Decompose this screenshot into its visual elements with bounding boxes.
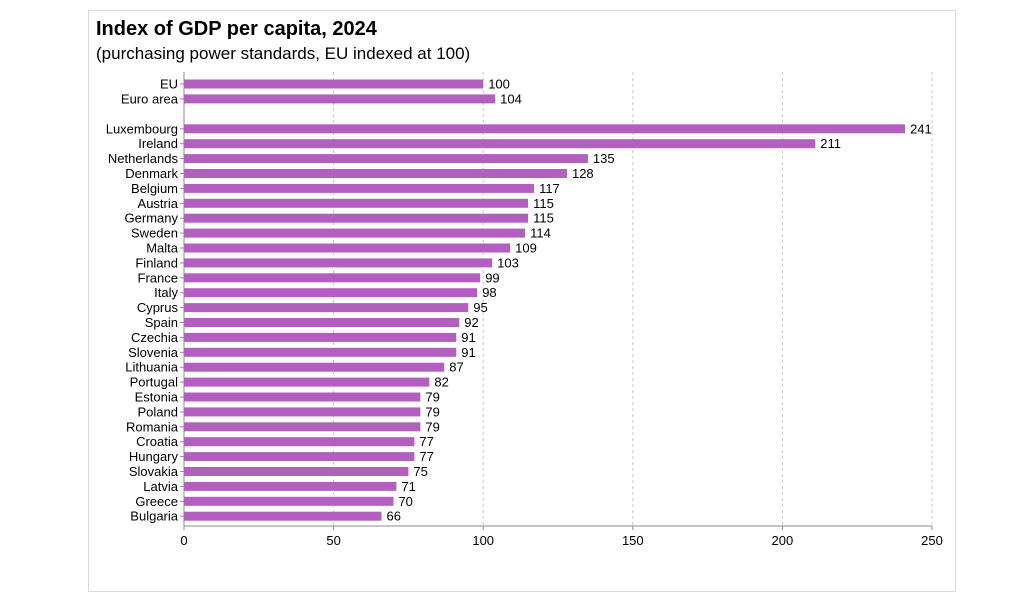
x-tick-label: 50 xyxy=(326,533,340,548)
chart-frame xyxy=(88,10,956,592)
chart-subtitle: (purchasing power standards, EU indexed … xyxy=(96,44,471,63)
bar xyxy=(184,243,511,253)
category-label: Croatia xyxy=(136,434,179,449)
data-label: 109 xyxy=(515,241,537,256)
category-label: Cyprus xyxy=(137,300,179,315)
category-label: Hungary xyxy=(129,449,179,464)
bar xyxy=(184,362,445,372)
category-label: Latvia xyxy=(143,479,178,494)
bar xyxy=(184,124,906,134)
category-label: Poland xyxy=(138,404,178,419)
bar xyxy=(184,407,421,417)
bar xyxy=(184,347,457,357)
data-label: 92 xyxy=(464,315,478,330)
x-tick-label: 0 xyxy=(180,533,187,548)
bar-chart: 0 50 100 150 200 250 EU 100 Euro area 104 Luxembou… xyxy=(106,72,943,548)
data-label: 128 xyxy=(572,166,594,181)
category-label: Netherlands xyxy=(108,151,179,166)
category-label: Ireland xyxy=(138,136,178,151)
bar xyxy=(184,288,478,298)
data-label: 211 xyxy=(820,136,841,151)
category-label: Spain xyxy=(145,315,178,330)
chart-title: Index of GDP per capita, 2024 xyxy=(96,18,377,40)
bar xyxy=(184,377,430,387)
data-label: 79 xyxy=(425,390,439,405)
data-label: 98 xyxy=(482,285,496,300)
data-label: 75 xyxy=(413,464,427,479)
data-label: 79 xyxy=(425,419,439,434)
bar xyxy=(184,392,421,402)
bar xyxy=(184,154,588,164)
data-label: 135 xyxy=(593,151,615,166)
category-label: Estonia xyxy=(135,390,179,405)
bar xyxy=(184,318,460,327)
category-label: Slovakia xyxy=(129,464,179,479)
category-label: Austria xyxy=(138,196,179,211)
x-tick-label: 250 xyxy=(921,533,943,548)
data-label: 87 xyxy=(449,360,463,375)
category-label: Romania xyxy=(126,419,179,434)
category-label: Luxembourg xyxy=(106,121,178,136)
bar xyxy=(184,139,816,149)
bar xyxy=(184,496,394,506)
bar xyxy=(184,228,526,238)
data-label: 82 xyxy=(434,375,448,390)
x-tick-label: 200 xyxy=(772,533,794,548)
category-label: Malta xyxy=(146,241,179,256)
category-label: Finland xyxy=(135,255,178,270)
category-label: Denmark xyxy=(125,166,178,181)
category-label: Germany xyxy=(125,211,179,226)
bar xyxy=(184,79,484,89)
category-label: Euro area xyxy=(121,91,179,106)
data-label: 71 xyxy=(401,479,415,494)
bar xyxy=(184,481,397,491)
bar xyxy=(184,183,535,193)
bar xyxy=(184,332,457,342)
category-label: Italy xyxy=(154,285,178,300)
category-label: France xyxy=(138,270,178,285)
data-label: 79 xyxy=(425,404,439,419)
data-label: 114 xyxy=(530,226,551,241)
bar xyxy=(184,467,409,476)
category-label: Sweden xyxy=(131,226,178,241)
category-label: Greece xyxy=(135,494,178,509)
bar xyxy=(184,437,415,447)
category-label: Belgium xyxy=(131,181,178,196)
bar xyxy=(184,169,567,178)
data-label: 104 xyxy=(500,91,522,106)
bar xyxy=(184,511,382,521)
bar xyxy=(184,94,496,104)
bar xyxy=(184,258,493,268)
bar xyxy=(184,273,481,283)
category-label: Slovenia xyxy=(128,345,179,360)
category-label: EU xyxy=(160,77,178,92)
x-tick-label: 150 xyxy=(622,533,644,548)
data-label: 91 xyxy=(461,345,475,360)
data-label: 115 xyxy=(533,211,554,226)
bar xyxy=(184,213,529,223)
category-label: Lithuania xyxy=(125,360,179,375)
bar xyxy=(184,303,469,313)
data-label: 115 xyxy=(533,196,554,211)
data-label: 91 xyxy=(461,330,475,345)
x-tick-label: 100 xyxy=(472,533,494,548)
data-label: 70 xyxy=(398,494,412,509)
data-label: 241 xyxy=(910,121,932,136)
data-label: 95 xyxy=(473,300,487,315)
data-label: 117 xyxy=(539,181,560,196)
bar xyxy=(184,452,415,462)
bar xyxy=(184,198,529,208)
data-label: 103 xyxy=(497,255,519,270)
category-label: Bulgaria xyxy=(130,509,178,524)
data-label: 77 xyxy=(419,434,433,449)
category-label: Czechia xyxy=(131,330,179,345)
category-label: Portugal xyxy=(130,375,179,390)
data-label: 100 xyxy=(488,77,510,92)
data-label: 66 xyxy=(386,509,400,524)
data-label: 77 xyxy=(419,449,433,464)
bar xyxy=(184,422,421,432)
data-label: 99 xyxy=(485,270,499,285)
